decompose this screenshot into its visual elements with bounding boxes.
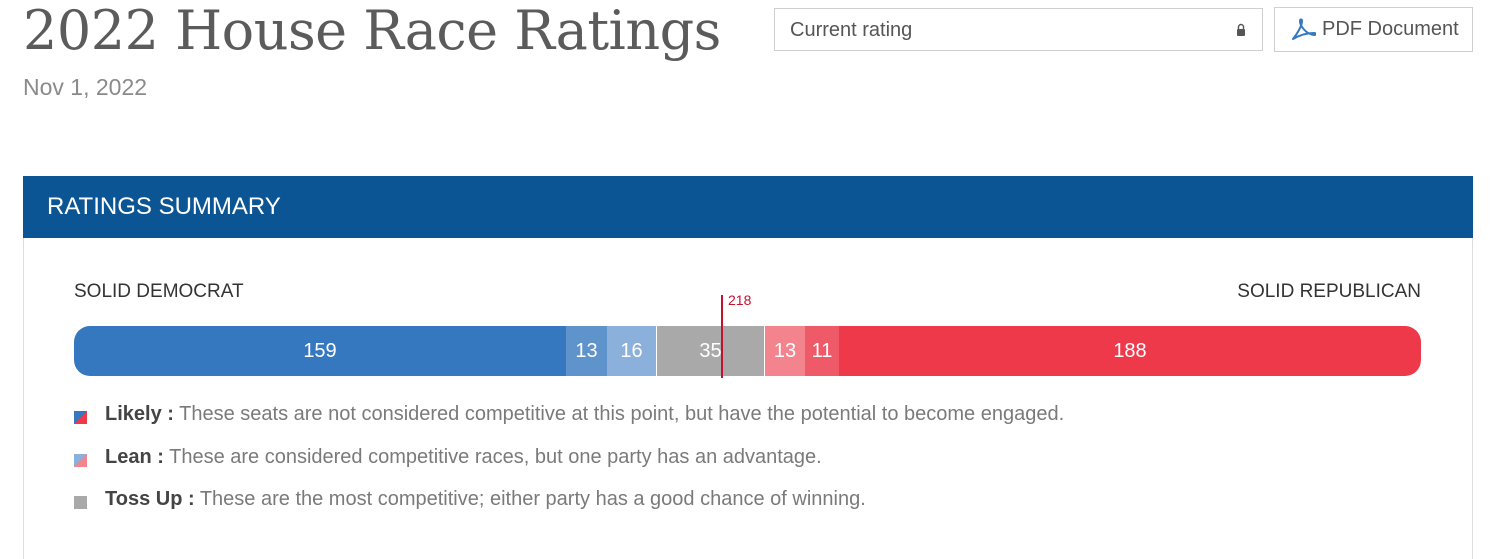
bar-segment-label: 159 — [303, 339, 337, 362]
solid-republican-label: SOLID REPUBLICAN — [1237, 281, 1421, 302]
bar-segment-label: 16 — [620, 339, 643, 362]
bar-segment-label: 188 — [1113, 339, 1147, 362]
majority-marker-line — [721, 295, 723, 378]
legend-toss-up-term: Toss Up : — [105, 488, 195, 510]
bar-segment-solid-democrat: 159 — [74, 326, 566, 376]
pdf-icon — [1292, 18, 1316, 40]
ratings-bar: 159 13 16 35 13 11 188 — [74, 326, 1421, 376]
legend-likely-text: These seats are not considered competiti… — [173, 403, 1065, 425]
page-date: Nov 1, 2022 — [23, 74, 148, 100]
toss-up-swatch-icon — [74, 496, 87, 509]
bar-segment-label: 13 — [575, 339, 598, 362]
lean-swatch-icon — [74, 454, 87, 467]
bar-segment-likely-democrat: 13 — [566, 326, 607, 376]
pdf-document-button[interactable]: PDF Document — [1274, 7, 1473, 52]
bar-segment-label: 11 — [811, 339, 833, 362]
ratings-summary-header: RATINGS SUMMARY — [23, 176, 1473, 238]
bar-segment-lean-democrat: 16 — [607, 326, 656, 376]
legend-lean-term: Lean : — [105, 446, 164, 468]
bar-segment-solid-republican: 188 — [839, 326, 1421, 376]
majority-marker-label: 218 — [728, 292, 752, 308]
legend-lean-text: These are considered competitive races, … — [163, 446, 822, 468]
likely-swatch-icon — [74, 411, 87, 424]
bar-segment-toss-up: 35 — [656, 326, 765, 376]
pdf-document-label: PDF Document — [1322, 18, 1459, 40]
rating-select-value: Current rating — [790, 19, 913, 41]
ratings-summary-heading: RATINGS SUMMARY — [47, 193, 281, 220]
solid-democrat-label: SOLID DEMOCRAT — [74, 281, 244, 302]
bar-segment-label: 35 — [699, 339, 722, 362]
bar-segment-lean-republican: 13 — [765, 326, 805, 376]
ratings-summary-panel: RATINGS SUMMARY SOLID DEMOCRAT SOLID REP… — [23, 176, 1473, 559]
lock-icon — [1237, 23, 1245, 36]
legend-likely-term: Likely : — [105, 403, 174, 425]
rating-select[interactable]: Current rating — [774, 8, 1263, 51]
bar-segment-likely-republican: 11 — [805, 326, 839, 376]
legend-toss-up-text: These are the most competitive; either p… — [194, 488, 866, 510]
page-title: 2022 House Race Ratings — [23, 0, 721, 62]
bar-segment-label: 13 — [773, 339, 797, 362]
